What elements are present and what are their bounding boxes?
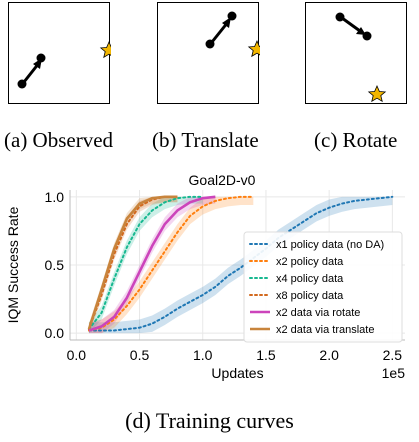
arrow-head-icon (356, 27, 366, 35)
legend: x1 policy data (no DA) x2 policy data x4 p… (243, 231, 403, 343)
agent-end-dot-icon (362, 31, 372, 41)
caption-translate: (b) Translate (152, 128, 259, 152)
translate-scene (205, 11, 260, 58)
legend-label-3: x8 policy data (276, 290, 344, 302)
rotate-scene (335, 12, 387, 103)
series-line-1 (87, 195, 255, 332)
panel-translate (157, 2, 260, 104)
legend-label-2: x4 policy data (276, 273, 344, 285)
panel-observed (8, 2, 111, 104)
series-band-0 (88, 196, 393, 334)
agent-end-dot-icon (227, 11, 237, 21)
panel-rotate (305, 2, 407, 104)
legend-label-4: x2 data via rotate (276, 307, 360, 319)
x-axis-label: Updates (211, 365, 263, 381)
caption-rotate: (c) Rotate (314, 128, 398, 152)
caption-training-curves: (d) Training curves (125, 408, 294, 433)
x-tick-label: 1.0 (193, 347, 213, 363)
goal-star-icon (99, 40, 111, 59)
x-tick-label: 2.5 (383, 347, 403, 363)
arrow-head-icon (222, 17, 231, 28)
series-band-1 (88, 196, 254, 334)
agent-start-dot-icon (335, 12, 345, 22)
agent-arrow-icon (341, 16, 361, 33)
x-tick-label: 2.0 (319, 347, 339, 363)
series-band-4 (88, 196, 216, 334)
series-line-2 (87, 195, 204, 331)
legend-box (243, 231, 403, 343)
x-axis-scale-label: 1e5 (382, 365, 406, 381)
series-line-3 (87, 195, 179, 331)
y-tick-label: 0.0 (45, 325, 65, 341)
y-axis-label: IQM Success Rate (5, 206, 21, 323)
legend-label-1: x2 policy data (276, 256, 344, 268)
caption-observed: (a) Observed (4, 128, 114, 152)
tick-labels: 0.0 0.5 1.0 1.5 2.0 2.5 0.0 0.5 1.0 (45, 189, 403, 363)
series-line-5 (87, 195, 178, 330)
x-tick-label: 1.5 (256, 347, 276, 363)
y-tick-label: 1.0 (45, 189, 65, 205)
legend-label-5: x2 data via translate (276, 324, 374, 336)
x-tick-label: 0.5 (130, 347, 150, 363)
y-tick-label: 0.5 (45, 257, 65, 273)
goal-star-icon (247, 39, 260, 58)
x-tick-label: 0.0 (67, 347, 87, 363)
agent-start-dot-icon (205, 39, 215, 49)
agent-start-dot-icon (17, 79, 27, 89)
chart-title: Goal2D-v0 (189, 172, 256, 188)
goal-star-icon (367, 84, 387, 103)
series-line-4 (88, 195, 216, 332)
training-curves-chart: Goal2D-v0 IQM Success Rate Updates 1e5 0… (5, 172, 406, 381)
agent-end-dot-icon (36, 53, 46, 63)
observed-scene (17, 40, 111, 89)
legend-label-0: x1 policy data (no DA) (276, 239, 384, 251)
